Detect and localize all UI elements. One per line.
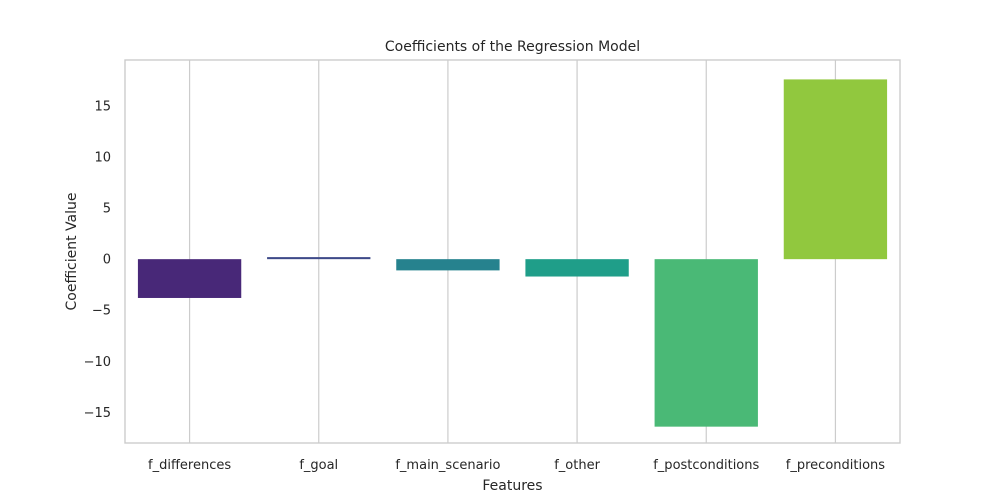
y-tick-label-2: −5 [92, 304, 111, 319]
y-tick-label-3: 0 [103, 253, 111, 268]
x-tick-label-3: f_other [554, 458, 600, 473]
chart-title: Coefficients of the Regression Model [385, 39, 640, 55]
y-tick-label-6: 15 [94, 99, 111, 114]
bar-f-goal [267, 257, 371, 260]
bar-f-preconditions [783, 79, 888, 260]
x-tick-label-2: f_main_scenario [395, 458, 500, 473]
x-tick-label-0: f_differences [148, 458, 231, 473]
y-tick-label-4: 5 [103, 202, 111, 217]
bar-f-other [525, 259, 629, 277]
x-tick-label-1: f_goal [299, 458, 338, 473]
bar-f-postconditions [654, 259, 758, 427]
y-axis-label: Coefficient Value [64, 193, 80, 311]
bar-layer [137, 79, 888, 427]
x-tick-label-4: f_postconditions [653, 458, 759, 473]
y-tick-label-5: 10 [94, 151, 111, 166]
x-tick-labels: f_differences f_goal f_main_scenario f_othe… [148, 458, 885, 473]
bar-f-differences [137, 259, 242, 298]
y-tick-label-0: −15 [84, 406, 111, 421]
bar-f-main-scenario [396, 259, 500, 271]
y-tick-labels: −15 −10 −5 0 5 10 15 [84, 99, 111, 420]
x-tick-label-5: f_preconditions [786, 458, 885, 473]
plot-frame [124, 59, 901, 444]
y-tick-label-1: −10 [84, 355, 111, 370]
x-axis-label: Features [482, 478, 542, 494]
